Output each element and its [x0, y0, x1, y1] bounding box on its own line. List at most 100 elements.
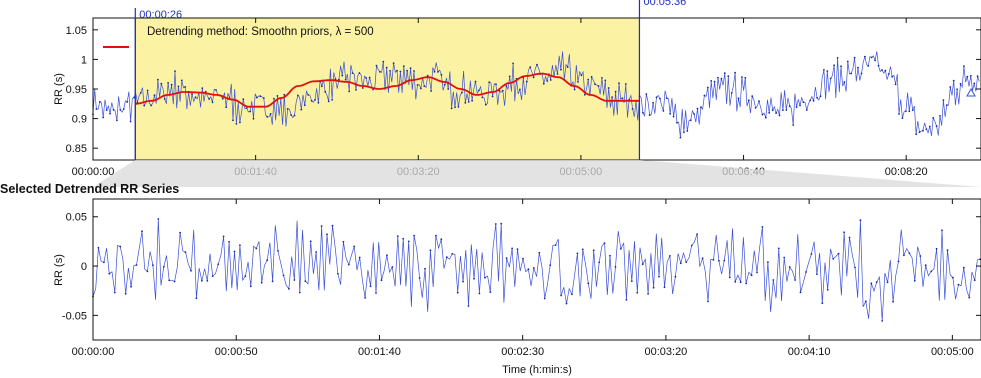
rr-point: [918, 131, 921, 134]
rr-point: [829, 77, 832, 80]
rr-point: [232, 119, 234, 122]
rr-point: [532, 76, 535, 79]
detrended-point: [484, 276, 486, 279]
rr-point: [846, 60, 849, 63]
rr-point: [420, 87, 422, 90]
y-tick-label: 0: [81, 261, 87, 273]
x-tick-label: 00:00:00: [72, 346, 115, 358]
rr-point: [259, 95, 262, 98]
detrended-point: [124, 292, 127, 295]
rr-point: [894, 83, 897, 86]
rr-point: [922, 129, 924, 132]
rr-point: [648, 114, 651, 117]
bottom-y-axis: 0.05 0 -0.05: [62, 212, 981, 322]
rr-point: [874, 59, 876, 62]
rr-point: [597, 85, 600, 87]
rr-point: [652, 101, 654, 104]
rr-point: [659, 97, 661, 100]
detrended-point: [119, 245, 122, 248]
rr-point: [915, 133, 917, 136]
detrended-point: [244, 275, 247, 277]
rr-point: [696, 107, 699, 110]
detrended-point: [309, 240, 312, 243]
detrended-point: [560, 294, 562, 297]
rr-point: [601, 77, 603, 79]
rr-point: [816, 96, 818, 99]
detrended-point: [935, 247, 938, 250]
rr-point: [723, 72, 726, 75]
detrended-point: [592, 249, 595, 252]
rr-point: [925, 128, 928, 131]
detrended-point: [712, 259, 715, 261]
detrended-point: [767, 261, 769, 264]
detrended-point: [576, 252, 579, 255]
rr-point: [672, 115, 675, 118]
rr-point: [580, 74, 583, 77]
rr-point: [126, 101, 129, 103]
detrended-point: [331, 224, 334, 227]
rr-point: [857, 66, 859, 69]
detrended-point: [962, 266, 965, 269]
rr-point: [604, 79, 607, 82]
trend-layer: [135, 72, 640, 108]
detrended-point: [652, 286, 655, 289]
rr-point: [344, 78, 347, 81]
detrended-point: [211, 275, 214, 277]
detrended-point: [451, 253, 454, 255]
rr-point: [843, 81, 846, 83]
rr-point: [139, 92, 142, 94]
y-tick-label: 0.05: [66, 212, 87, 224]
detrended-point: [369, 285, 372, 288]
detrended-point: [625, 298, 628, 301]
rr-point: [594, 83, 596, 86]
rr-point: [365, 77, 368, 79]
rr-point: [556, 73, 559, 75]
rr-point: [706, 86, 709, 89]
detrended-point: [391, 266, 394, 268]
rr-point: [495, 83, 497, 86]
rr-point: [809, 99, 812, 102]
selection-region[interactable]: [134, 17, 640, 161]
rr-point: [737, 97, 740, 100]
detrended-point: [799, 291, 802, 294]
rr-point: [157, 78, 159, 81]
x-tick-label: 00:00:00: [72, 166, 115, 178]
detrended-point: [271, 280, 274, 283]
rr-point: [375, 64, 378, 67]
detrended-point: [614, 266, 617, 268]
trend-line: [135, 72, 640, 108]
detrended-point: [217, 263, 220, 266]
detrended-point: [320, 225, 323, 228]
legend-text: Detrending method: Smoothn priors, λ = 5…: [147, 26, 374, 38]
detrended-point: [538, 251, 541, 254]
detrended-point: [777, 247, 780, 250]
rr-point: [802, 101, 805, 104]
detrended-point: [913, 280, 916, 282]
detrended-panel: 0.05 0 -0.05 00:00:00 00:00:50 00:01:40 00:02…: [53, 198, 981, 376]
rr-point: [577, 81, 579, 83]
detrended-point: [952, 276, 954, 279]
detrended-point: [157, 218, 160, 220]
rr-point: [348, 90, 351, 93]
rr-point: [720, 77, 723, 80]
rr-point: [385, 66, 388, 69]
rr-point: [143, 104, 146, 107]
detrended-point: [152, 264, 154, 267]
detrended-point: [429, 249, 432, 252]
detrended-point: [249, 285, 252, 288]
detrended-point: [146, 270, 149, 273]
detrended-point: [810, 253, 813, 255]
x-tick-label: 00:08:20: [885, 166, 928, 178]
detrended-point: [581, 248, 584, 251]
detrended-point: [881, 320, 884, 322]
detrended-point: [445, 256, 448, 259]
rr-point: [167, 82, 170, 84]
detrended-point: [761, 226, 764, 228]
detrended-point: [701, 257, 704, 260]
rr-point: [256, 96, 258, 99]
detrended-point: [723, 259, 726, 262]
rr-point: [805, 109, 808, 111]
rr-point: [621, 97, 624, 99]
detrended-point: [919, 255, 922, 257]
rr-point: [129, 120, 132, 123]
